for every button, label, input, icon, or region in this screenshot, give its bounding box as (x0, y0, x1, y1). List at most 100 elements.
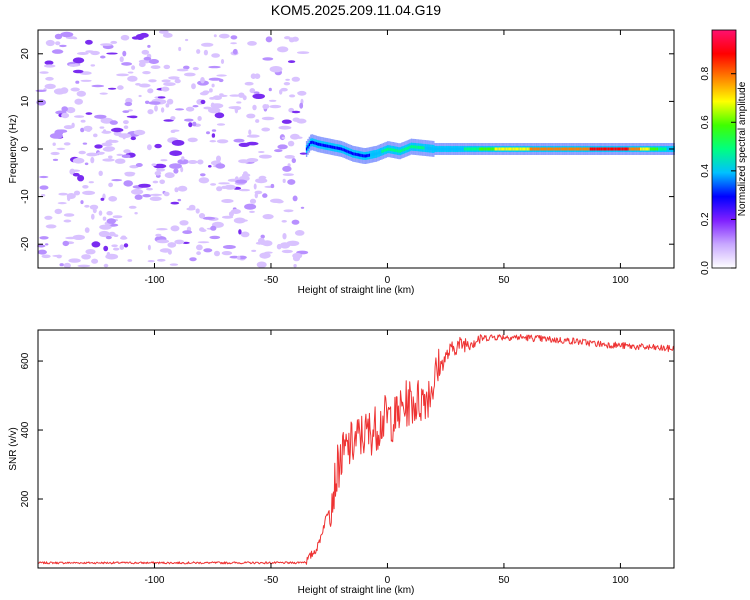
noise-speckle (261, 116, 275, 121)
noise-speckle (296, 136, 303, 139)
noise-speckle (283, 82, 291, 86)
ridge-core (430, 147, 432, 151)
noise-speckle (251, 249, 257, 252)
noise-speckle (103, 263, 109, 268)
ridge-core (565, 147, 568, 151)
colorbar-ticks: 0.0 0.2 0.4 0.6 0.8 (700, 66, 736, 275)
ridge-core (346, 149, 348, 153)
noise-speckle (45, 39, 55, 47)
noise-speckle (244, 203, 257, 210)
noise-speckle (296, 91, 305, 94)
ridge-core (556, 147, 558, 151)
noise-speckle (100, 197, 105, 201)
noise-speckle (78, 150, 86, 155)
ridge-core (581, 147, 583, 151)
ridge-core (588, 147, 590, 151)
ridge-core (607, 147, 610, 151)
noise-speckle (148, 79, 157, 83)
noise-speckle (126, 115, 136, 118)
ridge-core (658, 147, 660, 151)
ridge-core (412, 145, 414, 149)
ridge-core (617, 147, 619, 151)
noise-speckle (163, 82, 176, 86)
noise-speckle (222, 245, 236, 249)
ridge-core (579, 147, 582, 151)
noise-speckle (127, 109, 133, 112)
noise-speckle (108, 182, 113, 188)
noise-speckle (188, 122, 193, 128)
noise-speckle (120, 34, 130, 41)
ridge-core (385, 148, 387, 152)
ridge-core (331, 145, 333, 149)
noise-speckle (177, 198, 182, 202)
noise-speckle (113, 247, 120, 251)
ridge-core (663, 147, 666, 151)
noise-speckle (228, 211, 234, 217)
noise-speckle (102, 216, 107, 221)
noise-speckle (123, 149, 131, 154)
noise-speckle (281, 249, 293, 254)
noise-speckle (176, 68, 189, 72)
noise-speckle (147, 144, 152, 151)
ridge-core (603, 147, 605, 151)
noise-speckle (68, 63, 81, 67)
noise-speckle (249, 210, 255, 213)
spectrogram-x-ticks: -100 -50 0 50 100 (144, 30, 629, 286)
noise-speckle (148, 59, 159, 64)
noise-speckle (52, 142, 56, 146)
noise-speckle (170, 116, 176, 121)
snr-y-ticks: 200 400 600 (20, 352, 674, 507)
noise-speckle (183, 65, 190, 70)
noise-speckle (177, 159, 189, 165)
noise-speckle (163, 119, 174, 122)
noise-speckle (139, 32, 149, 38)
noise-speckle (131, 188, 144, 195)
ridge-core (666, 147, 668, 151)
noise-speckle (246, 134, 260, 138)
noise-speckle (121, 62, 133, 66)
noise-speckle (170, 201, 180, 205)
noise-speckle (128, 205, 137, 209)
ridge-core (659, 147, 661, 151)
noise-speckle (94, 144, 103, 149)
ridge-core (517, 147, 519, 151)
noise-speckle (238, 92, 245, 98)
ridge-core (361, 154, 364, 158)
colorbar-tick-label: 0.4 (700, 163, 711, 177)
noise-speckle (68, 258, 81, 263)
ridge-core (338, 146, 340, 150)
noise-speckle (154, 105, 158, 112)
noise-speckle (141, 49, 150, 55)
noise-speckle (182, 230, 193, 235)
noise-speckle (106, 251, 111, 258)
ridge-core (363, 154, 365, 158)
noise-speckle (281, 136, 286, 139)
noise-speckle (206, 131, 210, 135)
noise-speckle (63, 219, 72, 223)
noise-speckle (116, 153, 124, 156)
ridge-core (633, 147, 635, 151)
noise-speckle (85, 112, 93, 115)
noise-speckle (39, 175, 49, 179)
noise-speckle (145, 100, 150, 105)
ridge-core (378, 151, 380, 155)
ridge-core (392, 148, 394, 152)
x-tick-label: 100 (612, 275, 629, 286)
noise-speckle (282, 173, 294, 177)
ridge-core (635, 147, 638, 151)
ridge-core (591, 147, 593, 151)
noise-speckle (91, 213, 95, 220)
ridge-core (637, 147, 639, 151)
noise-speckle (127, 259, 133, 262)
noise-speckle (98, 210, 103, 216)
noise-speckle (106, 52, 118, 55)
noise-speckle (149, 196, 162, 201)
noise-speckle (111, 127, 124, 133)
noise-speckle (209, 97, 216, 100)
noise-speckle (109, 120, 118, 125)
noise-speckle (201, 42, 214, 47)
noise-speckle (296, 51, 310, 54)
noise-speckle (154, 143, 162, 149)
ridge-core (498, 147, 501, 151)
noise-speckle (284, 36, 291, 40)
